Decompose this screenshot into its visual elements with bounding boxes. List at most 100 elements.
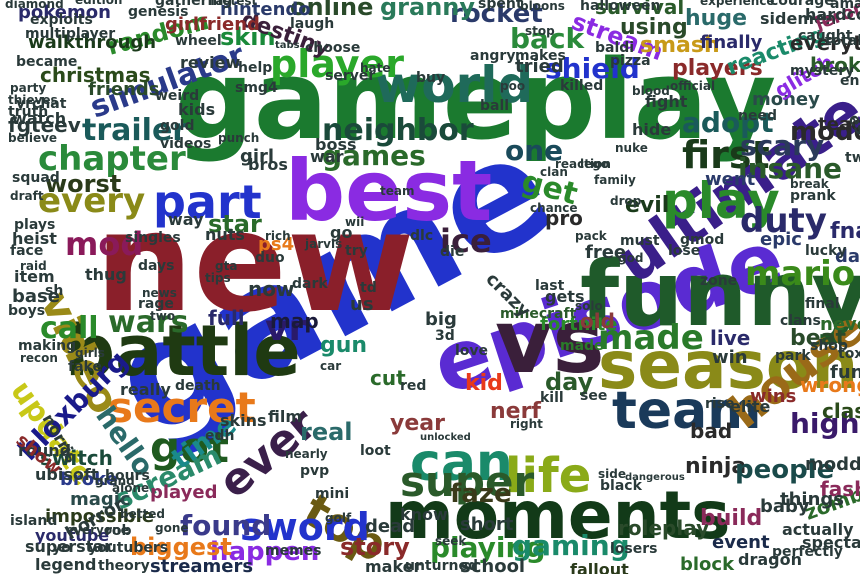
word-clan: clan <box>540 165 568 179</box>
word-trailer: trailer <box>82 113 187 148</box>
word-story: story <box>340 533 410 561</box>
word-gameplay: gameplay <box>175 36 776 164</box>
word-every: every <box>38 181 145 221</box>
word-tabs: tabs <box>275 40 300 51</box>
word-fortnite: fortnite <box>540 314 617 335</box>
word-singles: singles <box>125 230 181 246</box>
word-duty: duty <box>740 201 827 241</box>
word-played: played <box>150 482 217 503</box>
word-battle: battle <box>65 310 301 392</box>
word-smash: smash <box>640 33 720 58</box>
word-official: official <box>670 79 715 93</box>
word-love: love <box>455 343 488 359</box>
word-hate: hate <box>360 61 391 75</box>
word-recon: recon <box>20 351 58 365</box>
word-streamers: streamers <box>150 556 253 574</box>
word-last: last <box>535 278 565 294</box>
word-fight: fight <box>645 92 688 111</box>
word-dead: dead <box>365 516 415 537</box>
word-scary: scary <box>740 129 824 162</box>
word-playing: playing <box>430 531 546 564</box>
word-first: first <box>682 133 770 177</box>
word-new: new <box>95 182 414 343</box>
word-fashion: fashion <box>820 477 860 501</box>
word-actually: actually <box>782 520 854 539</box>
word-became: became <box>16 54 77 70</box>
word-ball: ball <box>480 98 509 114</box>
word-need: need <box>738 108 777 124</box>
word-gta: gta <box>215 259 237 273</box>
word-using: using <box>620 15 688 40</box>
word-games: games <box>322 139 426 172</box>
word-help: help <box>238 60 272 76</box>
word-made: made <box>560 338 604 354</box>
word-ninja: ninja <box>685 454 746 479</box>
word-raid: raid <box>20 259 47 273</box>
word-full: full <box>208 306 245 330</box>
word-face: face <box>10 243 43 259</box>
word-fnaf: fnaf <box>830 219 860 244</box>
word-moments: moments <box>385 477 730 554</box>
word-black: black <box>600 478 643 494</box>
word-sidemen: sidemen <box>760 9 836 28</box>
word-us: us <box>350 294 374 315</box>
word-free: free <box>585 242 626 263</box>
word-kill: kill <box>540 390 564 406</box>
word-car: car <box>320 359 341 373</box>
word-halloween: halloween <box>580 0 661 14</box>
word-seek: seek <box>435 534 467 548</box>
word-spectated: spectated <box>802 533 860 552</box>
word-friends: friends <box>88 79 160 100</box>
word-pack: pack <box>575 229 608 243</box>
word-worst: worst <box>45 170 121 198</box>
word-break: break <box>790 177 830 191</box>
word-christmas: christmas <box>40 63 151 87</box>
word-server: server <box>325 68 375 84</box>
word-punch: punch <box>218 131 259 145</box>
word-skins: skins <box>220 411 267 430</box>
word-see: see <box>580 388 607 404</box>
word-diamond: diamond <box>5 0 64 11</box>
word-mode: mode <box>790 117 860 147</box>
word-prank: prank <box>790 188 836 204</box>
word-youtube: youtube <box>35 526 109 545</box>
word-family: family <box>594 173 636 187</box>
word-huge: huge <box>685 6 747 31</box>
word-jarvis: jarvis <box>304 237 342 251</box>
word-rage: rage <box>138 296 174 312</box>
word-ending: ending <box>840 73 860 89</box>
word-funny: funny <box>580 242 860 347</box>
word-adopt: adopt <box>682 106 774 139</box>
word-nerf: nerf <box>490 399 541 424</box>
word-base: base <box>12 286 60 307</box>
word-gone: gone <box>155 521 189 535</box>
word-way: way <box>168 210 204 229</box>
word-tips: tips <box>205 271 231 285</box>
word-poo: poo <box>500 79 525 93</box>
word-gathering: gathering <box>155 0 232 9</box>
word-bad: bad <box>690 419 732 443</box>
word-live: live <box>710 326 750 350</box>
word-nearly: nearly <box>285 447 328 461</box>
word-team: team <box>612 381 761 441</box>
word-angry: angry <box>470 48 515 64</box>
word-weird: weird <box>155 88 199 104</box>
word-pvp: pvp <box>300 463 329 479</box>
word-magic: magic <box>70 489 131 510</box>
word-broken: broken <box>810 53 860 77</box>
word-super: super <box>400 457 534 506</box>
word-gold: gold <box>160 118 194 134</box>
word-pro: pro <box>545 206 583 230</box>
word-fake: fake <box>68 359 102 375</box>
word-golf: golf <box>325 511 352 525</box>
word-killed: killed <box>560 78 603 94</box>
word-found: found <box>180 509 271 542</box>
word-death: death <box>175 378 221 394</box>
word-right: right <box>510 417 543 431</box>
word-beat: beat <box>790 326 847 351</box>
word-twitch: twitch <box>845 150 860 166</box>
word-grand: grand <box>95 474 135 488</box>
word-survival: survival <box>595 0 684 19</box>
word-sh: sh <box>45 283 63 299</box>
word-fun: fun <box>830 362 860 383</box>
